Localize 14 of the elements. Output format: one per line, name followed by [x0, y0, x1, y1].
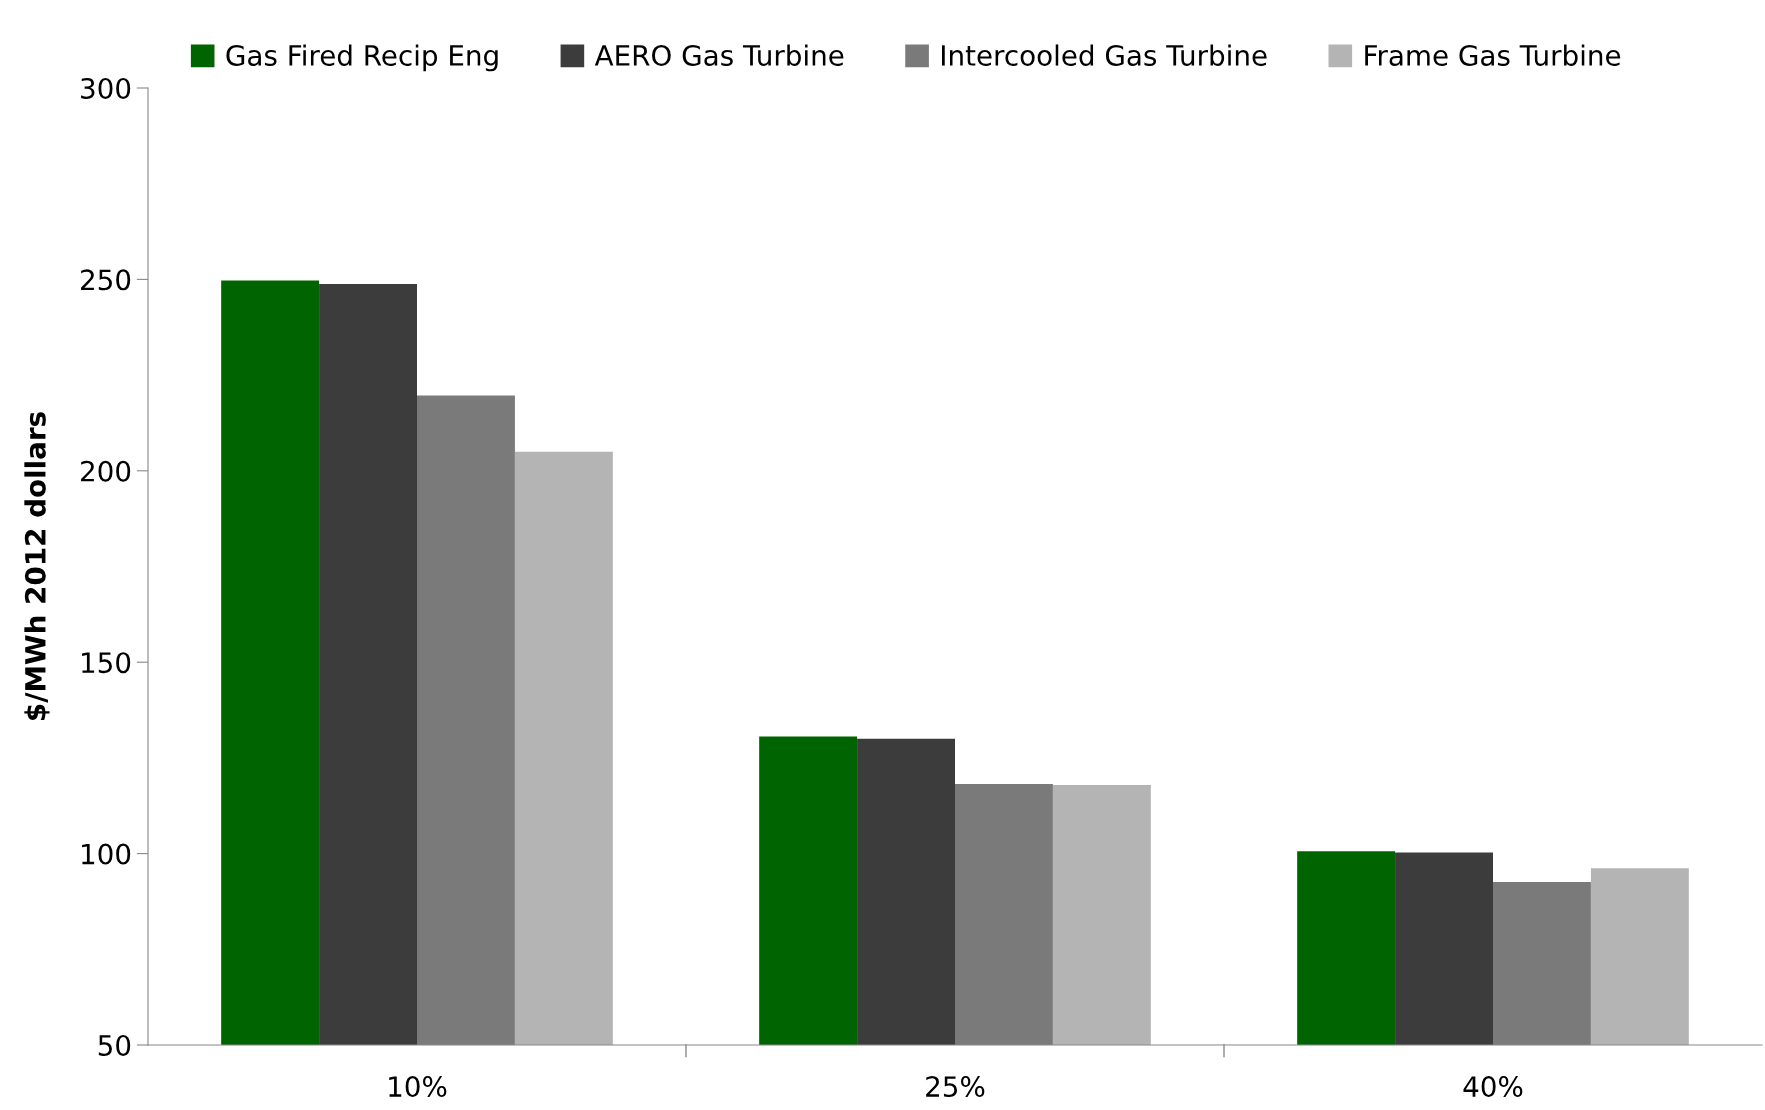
y-tick-label: 50 — [98, 1034, 131, 1056]
legend-label: Intercooled Gas Turbine — [942, 44, 1267, 66]
y-tick-label: 300 — [81, 77, 131, 99]
y-tick-label: 200 — [81, 460, 131, 482]
y-tick-label: 250 — [81, 269, 131, 291]
legend-label: AERO Gas Turbine — [594, 44, 844, 66]
y-axis-title: $/MWh 2012 dollars — [24, 412, 50, 720]
x-tick-label: 10% — [389, 1076, 447, 1098]
legend-label: Gas Fired Recip Eng — [226, 44, 498, 72]
y-tick-label: 150 — [82, 652, 131, 674]
y-tick-label: 100 — [82, 843, 131, 865]
x-tick-label: 40% — [1463, 1076, 1523, 1098]
legend-label: Frame Gas Turbine — [1365, 44, 1621, 66]
x-tick-label: 25% — [926, 1076, 985, 1098]
